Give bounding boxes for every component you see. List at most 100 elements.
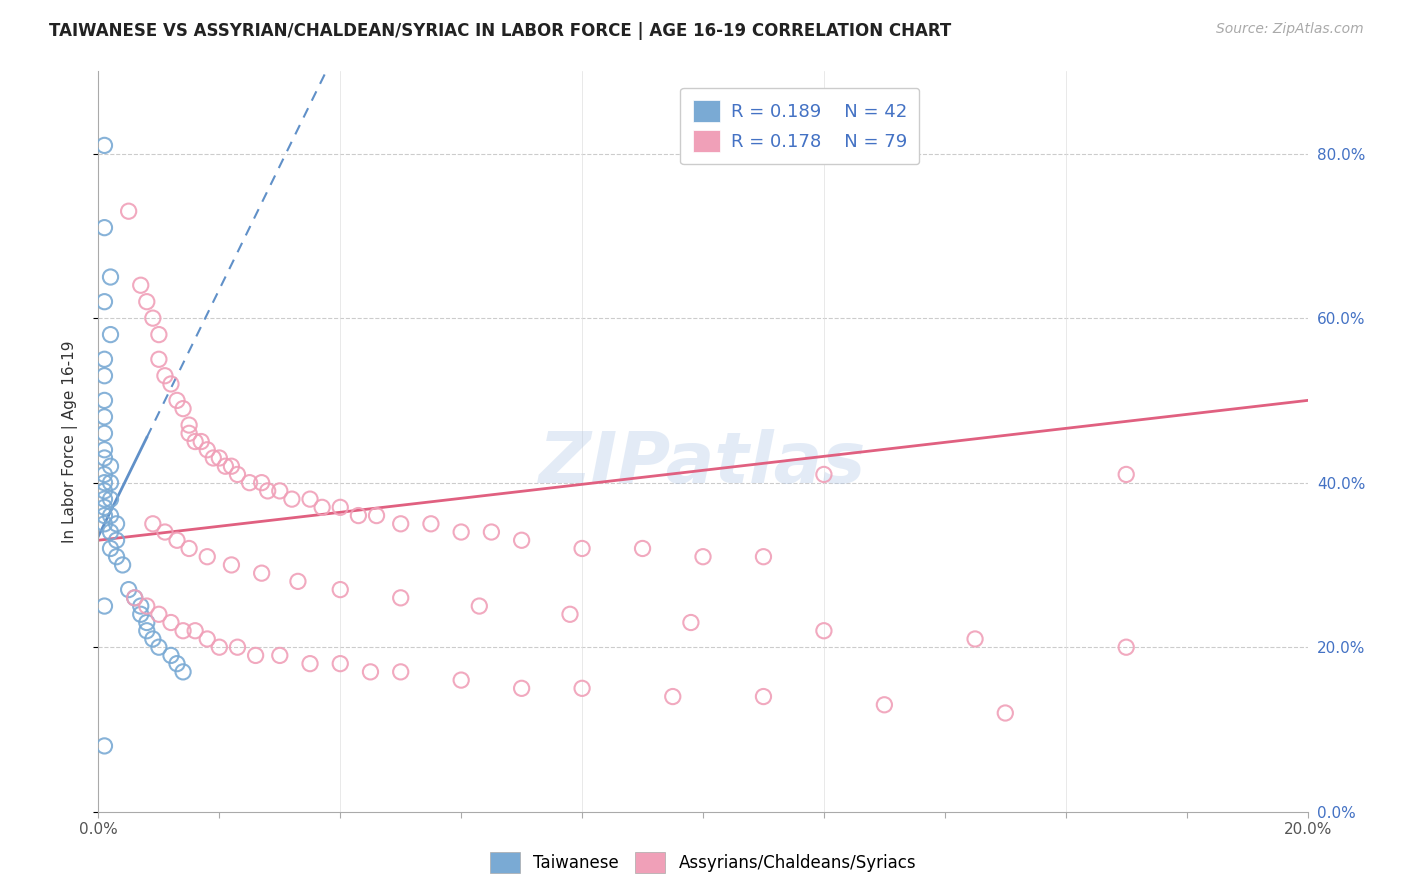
Point <box>468 599 491 613</box>
Point <box>93 393 115 408</box>
Point <box>105 533 128 548</box>
Point <box>93 508 115 523</box>
Point <box>93 739 115 753</box>
Point <box>195 442 218 457</box>
Point <box>129 599 152 613</box>
Point <box>195 549 218 564</box>
Point <box>166 533 188 548</box>
Point <box>299 657 322 671</box>
Point <box>100 492 122 507</box>
Point <box>135 624 157 638</box>
Point <box>100 270 122 285</box>
Point <box>93 294 115 309</box>
Legend: Taiwanese, Assyrians/Chaldeans/Syriacs: Taiwanese, Assyrians/Chaldeans/Syriacs <box>484 846 922 880</box>
Point <box>1115 467 1137 482</box>
Text: TAIWANESE VS ASSYRIAN/CHALDEAN/SYRIAC IN LABOR FORCE | AGE 16-19 CORRELATION CHA: TAIWANESE VS ASSYRIAN/CHALDEAN/SYRIAC IN… <box>49 22 952 40</box>
Point <box>965 632 987 646</box>
Point <box>214 459 236 474</box>
Point <box>256 483 278 498</box>
Point <box>571 541 593 556</box>
Point <box>179 418 201 433</box>
Point <box>124 591 146 605</box>
Point <box>100 459 122 474</box>
Point <box>93 352 115 367</box>
Point <box>93 467 115 482</box>
Point <box>202 450 225 465</box>
Point <box>142 311 165 326</box>
Point <box>679 615 702 630</box>
Point <box>692 549 714 564</box>
Point <box>571 681 593 696</box>
Point <box>994 706 1017 720</box>
Point <box>129 278 152 293</box>
Point <box>100 327 122 342</box>
Point <box>661 690 683 704</box>
Point <box>105 549 128 564</box>
Point <box>221 459 243 474</box>
Point <box>510 681 533 696</box>
Point <box>510 533 533 548</box>
Point <box>148 607 170 622</box>
Point <box>93 475 115 490</box>
Point <box>558 607 581 622</box>
Point <box>129 607 152 622</box>
Point <box>631 541 654 556</box>
Point <box>269 483 291 498</box>
Point <box>269 648 291 663</box>
Point <box>389 665 412 679</box>
Point <box>100 508 122 523</box>
Point <box>450 524 472 539</box>
Point <box>329 657 352 671</box>
Point <box>184 434 207 449</box>
Point <box>299 492 322 507</box>
Point <box>135 599 157 613</box>
Point <box>360 665 382 679</box>
Point <box>135 294 157 309</box>
Point <box>221 558 243 572</box>
Point <box>208 450 231 465</box>
Point <box>347 508 370 523</box>
Point <box>195 632 218 646</box>
Point <box>148 640 170 655</box>
Point <box>813 467 835 482</box>
Point <box>93 500 115 515</box>
Point <box>420 516 443 531</box>
Point <box>100 475 122 490</box>
Point <box>250 566 273 581</box>
Point <box>250 475 273 490</box>
Point <box>118 204 141 219</box>
Point <box>93 409 115 424</box>
Point <box>153 368 176 383</box>
Y-axis label: In Labor Force | Age 16-19: In Labor Force | Age 16-19 <box>62 340 77 543</box>
Point <box>160 648 183 663</box>
Point <box>245 648 267 663</box>
Point <box>93 138 115 153</box>
Text: Source: ZipAtlas.com: Source: ZipAtlas.com <box>1216 22 1364 37</box>
Point <box>148 352 170 367</box>
Point <box>752 690 775 704</box>
Point <box>481 524 503 539</box>
Point <box>184 624 207 638</box>
Legend: R = 0.189    N = 42, R = 0.178    N = 79: R = 0.189 N = 42, R = 0.178 N = 79 <box>681 87 920 164</box>
Point <box>166 393 188 408</box>
Point <box>172 624 194 638</box>
Point <box>135 615 157 630</box>
Point <box>311 500 333 515</box>
Point <box>208 640 231 655</box>
Point <box>366 508 388 523</box>
Point <box>450 673 472 687</box>
Point <box>172 401 194 416</box>
Point <box>813 624 835 638</box>
Point <box>105 516 128 531</box>
Point <box>389 516 412 531</box>
Point <box>389 591 412 605</box>
Point <box>752 549 775 564</box>
Point <box>873 698 896 712</box>
Point <box>329 582 352 597</box>
Point <box>226 467 249 482</box>
Point <box>172 665 194 679</box>
Point <box>179 541 201 556</box>
Point <box>190 434 212 449</box>
Point <box>153 524 176 539</box>
Point <box>93 442 115 457</box>
